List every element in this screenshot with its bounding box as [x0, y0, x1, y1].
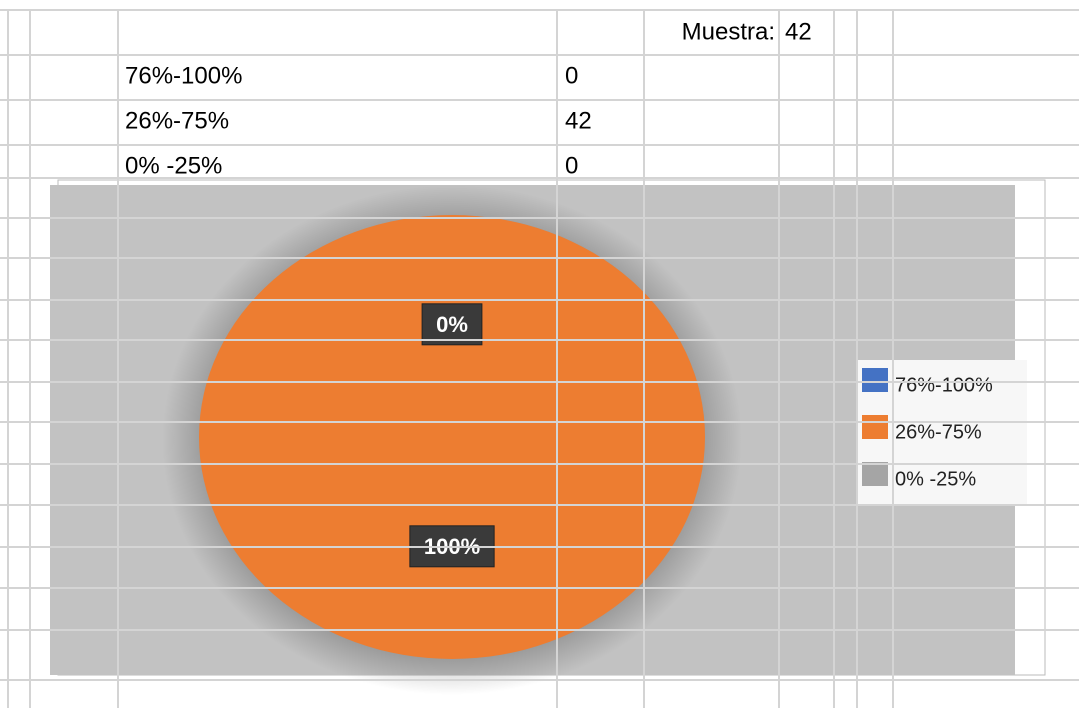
legend-swatch	[862, 368, 888, 392]
row-label: 0% -25%	[125, 152, 222, 179]
pie: 100%0%	[199, 215, 705, 659]
row-value: 0	[565, 62, 578, 89]
table: Muestra: 42 76%-100% 0 26%-75% 42 0% -25% 0	[125, 18, 812, 179]
legend: 76%-100% 26%-75% 0% -25%	[862, 368, 993, 490]
row-label: 26%-75%	[125, 107, 229, 134]
data-label: 0%	[436, 312, 468, 337]
data-label-box	[421, 303, 483, 346]
legend-swatch	[862, 415, 888, 439]
row-value: 42	[565, 107, 592, 134]
cell-grid	[0, 9, 1079, 708]
sample-value: 42	[785, 18, 812, 45]
sample-label: Muestra:	[682, 18, 775, 45]
legend-label: 0% -25%	[895, 468, 976, 490]
row-label: 76%-100%	[125, 62, 242, 89]
row-value: 0	[565, 152, 578, 179]
legend-swatch	[862, 462, 888, 486]
legend-label: 76%-100%	[895, 374, 993, 396]
legend-label: 26%-75%	[895, 421, 982, 443]
